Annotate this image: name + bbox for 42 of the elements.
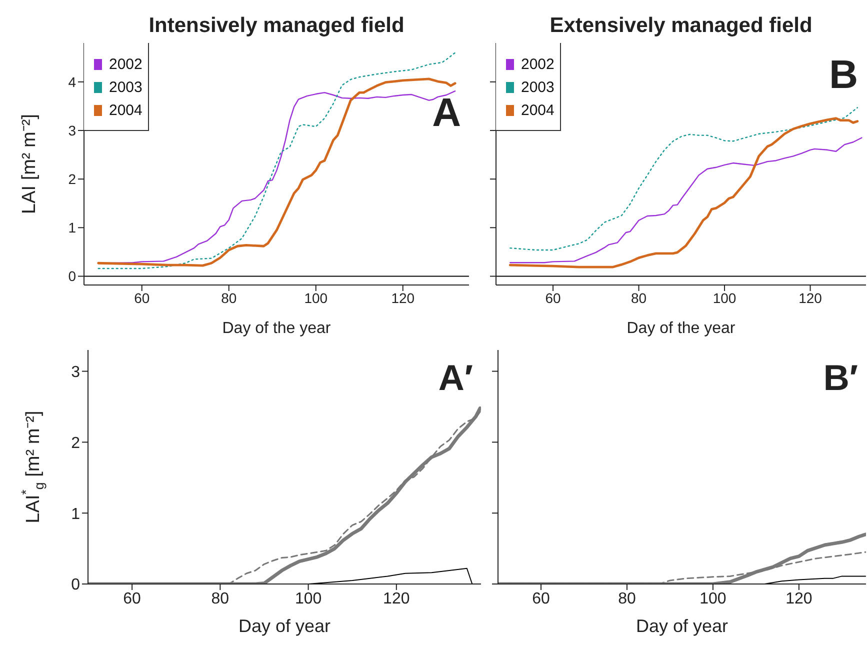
legend-label: 2002	[109, 56, 142, 73]
x-tick-label: 60	[545, 290, 562, 306]
x-tick-label: 80	[221, 290, 237, 306]
legend-label: 2004	[109, 102, 142, 119]
legend-label: 2003	[109, 79, 142, 96]
legend-label: 2002	[521, 56, 554, 73]
x-tick-label: 80	[618, 590, 636, 608]
x-axis-title: Day of the year	[222, 320, 332, 337]
annotation: A′	[438, 357, 473, 398]
x-tick-label: 120	[383, 590, 410, 608]
annotation: A	[432, 91, 461, 135]
y-tick-label: 3	[68, 122, 76, 138]
x-axis-title: Day of the year	[626, 320, 736, 337]
y-tick-label: 1	[71, 506, 80, 523]
y-tick-label: 1	[68, 220, 76, 236]
legend-label: 2003	[521, 79, 554, 96]
chart-title: Extensively managed field	[548, 14, 814, 38]
y-tick-label: 0	[68, 268, 76, 284]
x-tick-label: 60	[532, 590, 550, 608]
x-tick-label: 80	[211, 590, 230, 608]
x-tick-label: 100	[304, 290, 328, 306]
chart-title: Intensively managed field	[148, 14, 406, 38]
x-tick-label: 60	[134, 290, 150, 306]
y-tick-label: 2	[68, 171, 76, 188]
x-tick-label: 120	[391, 290, 415, 306]
x-axis-title: Day of year	[636, 616, 728, 636]
x-tick-label: 120	[798, 290, 822, 306]
x-tick-label: 60	[123, 590, 142, 608]
annotation: B′	[823, 357, 858, 398]
y-tick-label: 4	[68, 74, 76, 90]
y-axis-title: LAI [m² m⁻²]	[19, 114, 40, 214]
y-tick-label: 2	[71, 434, 80, 452]
x-tick-label: 120	[786, 590, 812, 608]
y-tick-label: 0	[71, 576, 80, 594]
x-tick-label: 100	[712, 290, 736, 306]
x-tick-label: 100	[294, 590, 322, 608]
legend-label: 2004	[521, 102, 554, 119]
y-tick-label: 3	[71, 364, 80, 381]
annotation: B	[829, 53, 858, 97]
x-tick-label: 100	[700, 590, 726, 608]
x-tick-label: 80	[630, 290, 647, 306]
x-axis-title: Day of year	[238, 616, 331, 636]
